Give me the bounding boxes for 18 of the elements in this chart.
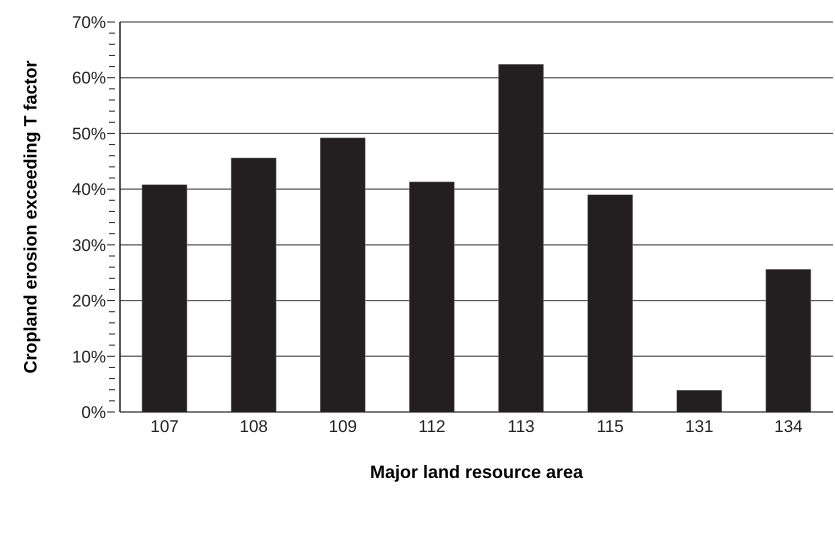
y-tick-label: 60%: [72, 68, 106, 88]
x-tick-label: 134: [774, 417, 803, 436]
x-tick-label: 108: [240, 417, 268, 436]
y-axis-title: Cropland erosion exceeding T factor: [20, 60, 40, 374]
x-tick-label: 113: [508, 417, 535, 436]
y-tick-label: 10%: [72, 347, 106, 366]
y-tick-label: 40%: [72, 180, 106, 200]
x-tick-label: 107: [150, 417, 179, 436]
x-axis-title: Major land resource area: [370, 462, 584, 482]
x-tick-label: 115: [596, 417, 624, 436]
y-tick-label: 0%: [81, 403, 106, 422]
x-tick-label: 112: [418, 417, 446, 436]
x-tick-label: 131: [685, 417, 714, 436]
y-tick-label: 70%: [72, 13, 106, 32]
y-tick-label: 50%: [72, 124, 106, 144]
x-tick-label: 109: [328, 417, 357, 436]
y-tick-label: 30%: [72, 236, 106, 255]
y-tick-label: 20%: [72, 292, 106, 311]
